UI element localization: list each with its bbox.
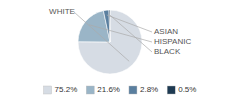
legend-swatch <box>86 86 94 94</box>
annotation: BLACK <box>154 47 181 56</box>
legend-label: 2.8% <box>140 85 158 94</box>
chart: WHITE HISPANICASIAN BLACK 75.2% 21.6% 2.8% 0.5… <box>0 0 240 100</box>
annotations: WHITE HISPANICASIAN BLACK <box>49 7 191 61</box>
legend-swatch <box>44 86 52 94</box>
legend-label: 0.5% <box>178 85 196 94</box>
legend-swatch <box>167 86 175 94</box>
leader-line <box>110 15 152 52</box>
leader-line <box>107 15 152 32</box>
legend-item: 21.6% <box>86 85 120 94</box>
annotation: ASIAN <box>154 27 178 36</box>
leader-line <box>89 25 152 42</box>
pie <box>78 10 142 74</box>
legend-label: 21.6% <box>97 85 120 94</box>
slice <box>78 10 142 74</box>
legend: 75.2% 21.6% 2.8% 0.5% <box>44 85 197 94</box>
legend-item: 2.8% <box>129 85 158 94</box>
annotation: HISPANIC <box>154 37 191 46</box>
legend-item: 75.2% <box>44 85 78 94</box>
leader-line <box>74 12 129 61</box>
slice <box>103 10 110 42</box>
legend-item: 0.5% <box>167 85 196 94</box>
legend-label: 75.2% <box>55 85 78 94</box>
legend-swatch <box>129 86 137 94</box>
annotation: WHITE <box>49 7 75 16</box>
